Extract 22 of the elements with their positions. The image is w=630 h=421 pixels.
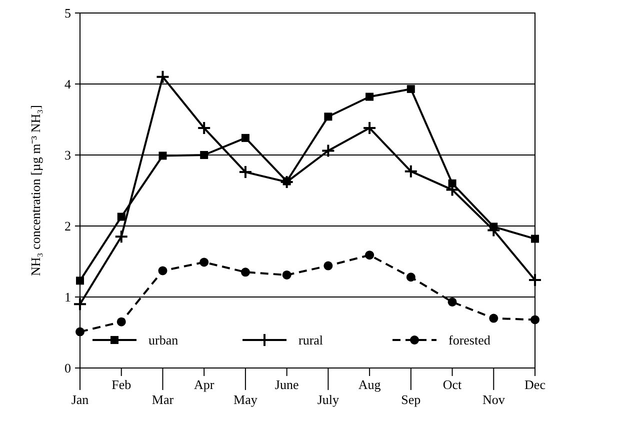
- legend-label: forested: [448, 332, 491, 348]
- y-tick-label: 2: [64, 218, 71, 234]
- y-tick-label: 4: [64, 76, 72, 92]
- legend-label: rural: [298, 332, 324, 348]
- x-tick-label: June: [274, 377, 299, 392]
- x-tick-label: Aug: [358, 377, 382, 392]
- x-tick-label: Feb: [112, 377, 132, 392]
- y-axis-title: NH₃ concentration [µg m⁻³ NH₃]: [28, 104, 43, 276]
- x-tick-label: Apr: [194, 377, 215, 392]
- x-tick-label: Mar: [152, 392, 174, 407]
- y-tick-label: 0: [64, 360, 71, 376]
- x-tick-label: Oct: [442, 377, 462, 392]
- legend-label: urban: [148, 332, 179, 348]
- y-tick-label: 1: [64, 290, 71, 305]
- y-tick-label: 3: [64, 148, 71, 163]
- x-tick-label: July: [317, 392, 340, 407]
- x-tick-label: Sep: [401, 392, 421, 407]
- x-tick-label: Jan: [71, 392, 90, 407]
- y-tick-label: 5: [64, 6, 71, 21]
- x-tick-label: Dec: [524, 377, 546, 392]
- x-tick-label: Nov: [482, 392, 506, 407]
- x-tick-label: May: [234, 392, 258, 407]
